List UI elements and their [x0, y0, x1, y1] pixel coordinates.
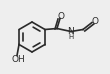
Text: H: H	[68, 34, 74, 40]
Text: O: O	[58, 12, 64, 21]
Text: O: O	[92, 17, 98, 26]
Text: N: N	[68, 27, 74, 36]
Text: OH: OH	[11, 55, 25, 64]
